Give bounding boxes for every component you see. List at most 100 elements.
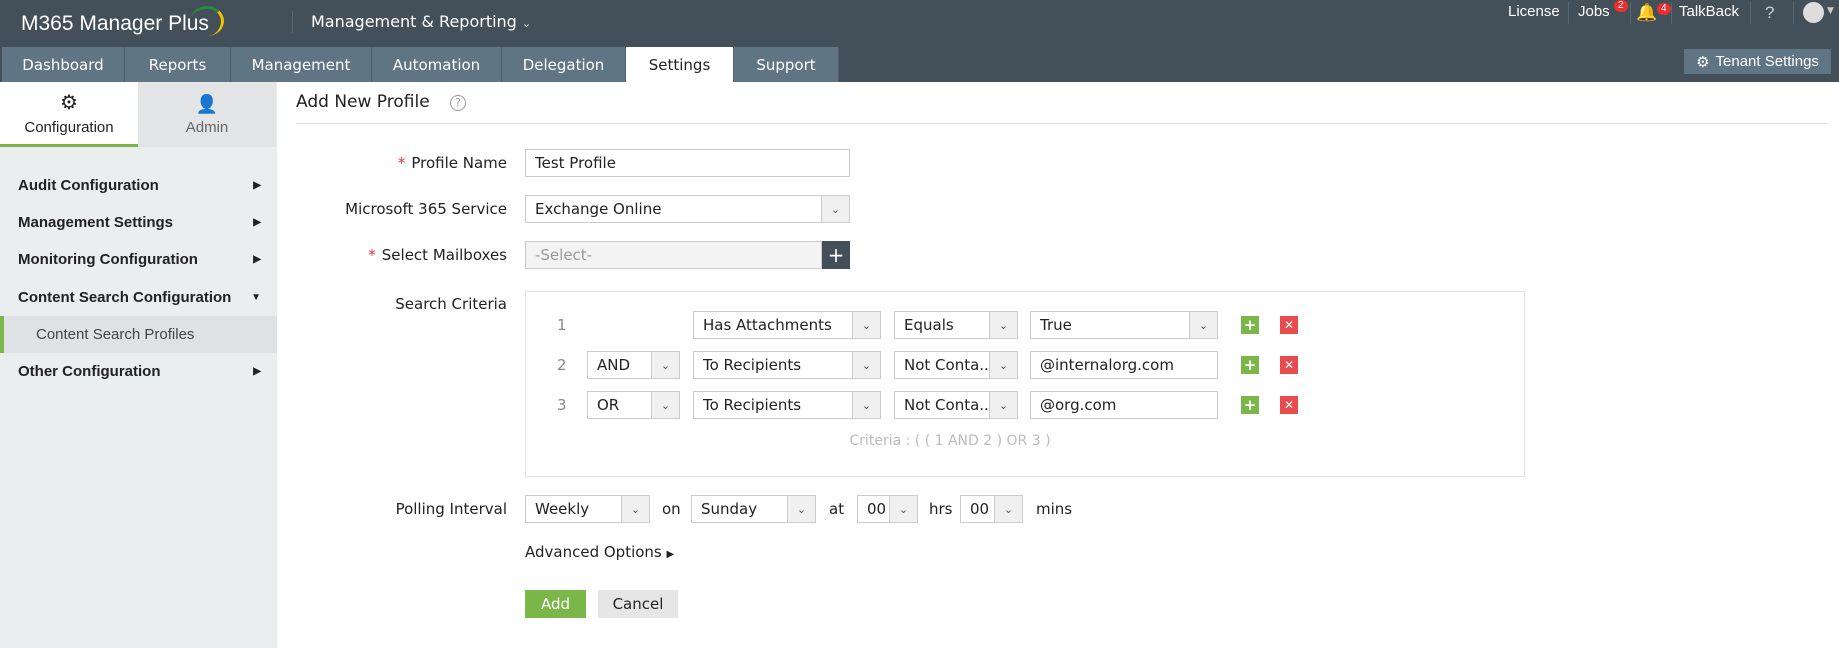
criteria-row-number: 2	[557, 356, 567, 374]
service-select[interactable]: Exchange Online ⌄	[525, 195, 850, 223]
sidebar-item-content-search-profiles[interactable]: Content Search Profiles	[0, 316, 277, 353]
criteria-value-input[interactable]: @org.com	[1030, 391, 1218, 419]
chevron-down-icon: ⌄	[889, 496, 917, 522]
app-logo[interactable]: M365 Manager Plus	[21, 12, 209, 35]
caret-down-icon: ▼	[251, 292, 261, 303]
chevron-down-icon: ⌄	[852, 352, 880, 378]
gear-icon: ⚙	[60, 92, 78, 114]
hrs-label: hrs	[929, 500, 953, 518]
add-mailbox-button[interactable]: +	[822, 241, 850, 269]
module-switcher[interactable]: Management & Reporting ⌄	[311, 12, 531, 31]
day-select[interactable]: Sunday ⌄	[691, 495, 816, 523]
tab-label: Configuration	[24, 119, 114, 136]
tab-support[interactable]: Support	[734, 47, 839, 82]
notification-badge: 4	[1657, 3, 1671, 15]
talkback-link[interactable]: TalkBack	[1679, 3, 1740, 20]
mins-label: mins	[1036, 500, 1073, 518]
sidebar-item-management-settings[interactable]: Management Settings ▶	[0, 204, 277, 241]
top-bar: M365 Manager Plus Management & Reporting…	[0, 0, 1839, 82]
sidebar-item-audit-configuration[interactable]: Audit Configuration ▶	[0, 167, 277, 204]
sidebar-tab-admin[interactable]: 👤 Admin	[138, 82, 276, 147]
item-label: Other Configuration	[18, 363, 161, 380]
module-label: Management & Reporting	[311, 12, 517, 31]
criteria-row-number: 3	[557, 396, 567, 414]
chevron-down-icon: ⌄	[787, 496, 815, 522]
help-icon[interactable]: ?	[1765, 3, 1775, 22]
item-label: Monitoring Configuration	[18, 251, 198, 268]
criteria-value-select[interactable]: True ⌄	[1030, 311, 1218, 339]
chevron-down-icon: ⌄	[1189, 312, 1217, 338]
tab-management[interactable]: Management	[231, 47, 372, 82]
hours-select[interactable]: 00 ⌄	[857, 495, 918, 523]
jobs-label: Jobs	[1578, 3, 1610, 20]
chevron-down-icon: ⌄	[821, 196, 849, 222]
jobs-badge: 2	[1614, 0, 1628, 12]
divider	[1630, 2, 1631, 24]
divider	[1793, 2, 1794, 24]
tenant-settings-button[interactable]: ⚙ Tenant Settings	[1684, 49, 1831, 74]
logical-operator-select[interactable]: OR ⌄	[587, 391, 680, 419]
chevron-down-icon: ⌄	[989, 392, 1017, 418]
service-label: Microsoft 365 Service	[345, 200, 507, 218]
criteria-expression: Criteria : ( ( 1 AND 2 ) OR 3 )	[849, 433, 1051, 449]
add-criteria-plus-icon[interactable]: +	[1241, 396, 1259, 414]
at-label: at	[829, 500, 845, 518]
caret-right-icon: ▶	[253, 180, 261, 191]
help-circle-icon[interactable]: ?	[450, 95, 466, 111]
sidebar-item-content-search-configuration[interactable]: Content Search Configuration ▼	[0, 279, 277, 316]
cancel-button[interactable]: Cancel	[598, 590, 678, 618]
remove-criteria-x-icon[interactable]: ✕	[1280, 356, 1298, 374]
sidebar-item-monitoring-configuration[interactable]: Monitoring Configuration ▶	[0, 241, 277, 278]
remove-criteria-x-icon[interactable]: ✕	[1280, 396, 1298, 414]
polling-interval-label: Polling Interval	[395, 500, 507, 518]
criteria-row-number: 1	[557, 316, 567, 334]
tab-settings[interactable]: Settings	[626, 47, 734, 82]
caret-down-icon[interactable]: ▼	[1827, 6, 1834, 16]
mailboxes-input[interactable]: -Select-	[525, 241, 822, 269]
logical-operator-select[interactable]: AND ⌄	[587, 351, 680, 379]
add-button[interactable]: Add	[525, 590, 586, 618]
chevron-down-icon: ⌄	[651, 392, 679, 418]
criteria-condition-select[interactable]: Not Conta... ⌄	[894, 351, 1018, 379]
bell-icon[interactable]: 🔔 4	[1636, 3, 1671, 23]
license-link[interactable]: License	[1508, 3, 1560, 20]
criteria-condition-select[interactable]: Equals ⌄	[894, 311, 1018, 339]
chevron-down-icon: ⌄	[651, 352, 679, 378]
chevron-down-icon: ⌄	[994, 496, 1022, 522]
tab-delegation[interactable]: Delegation	[502, 47, 626, 82]
criteria-condition-select[interactable]: Not Conta... ⌄	[894, 391, 1018, 419]
item-label: Audit Configuration	[18, 177, 159, 194]
divider	[1568, 2, 1569, 24]
chevron-down-icon: ⌄	[989, 312, 1017, 338]
divider	[1750, 2, 1751, 24]
advanced-options-toggle[interactable]: Advanced Options ▶	[525, 543, 675, 561]
page-title: Add New Profile	[296, 92, 430, 112]
item-label: Content Search Configuration	[18, 289, 232, 306]
tab-dashboard[interactable]: Dashboard	[2, 47, 125, 82]
minutes-select[interactable]: 00 ⌄	[960, 495, 1023, 523]
remove-criteria-x-icon[interactable]: ✕	[1280, 316, 1298, 334]
sidebar-item-other-configuration[interactable]: Other Configuration ▶	[0, 353, 277, 390]
profile-name-input[interactable]: Test Profile	[525, 149, 850, 177]
caret-right-icon: ▶	[253, 217, 261, 228]
sidebar: ⚙ Configuration 👤 Admin Audit Configuratio…	[0, 82, 277, 648]
tab-automation[interactable]: Automation	[372, 47, 502, 82]
logo-arc-icon	[190, 6, 224, 36]
chevron-down-icon: ⌄	[852, 392, 880, 418]
add-criteria-plus-icon[interactable]: +	[1241, 316, 1259, 334]
criteria-field-select[interactable]: To Recipients ⌄	[693, 351, 881, 379]
chevron-down-icon: ⌄	[621, 496, 649, 522]
criteria-field-select[interactable]: To Recipients ⌄	[693, 391, 881, 419]
criteria-field-select[interactable]: Has Attachments ⌄	[693, 311, 881, 339]
polling-frequency-select[interactable]: Weekly ⌄	[525, 495, 650, 523]
tab-reports[interactable]: Reports	[125, 47, 231, 82]
tenant-settings-label: Tenant Settings	[1715, 53, 1819, 70]
user-icon: 👤	[195, 93, 219, 114]
user-avatar-icon[interactable]	[1803, 2, 1824, 23]
criteria-value-input[interactable]: @internalorg.com	[1030, 351, 1218, 379]
add-criteria-plus-icon[interactable]: +	[1241, 356, 1259, 374]
jobs-link[interactable]: Jobs 2	[1578, 0, 1628, 20]
caret-right-icon: ▶	[666, 549, 675, 560]
sidebar-tab-configuration[interactable]: ⚙ Configuration	[0, 82, 138, 147]
chevron-down-icon: ⌄	[521, 17, 532, 30]
